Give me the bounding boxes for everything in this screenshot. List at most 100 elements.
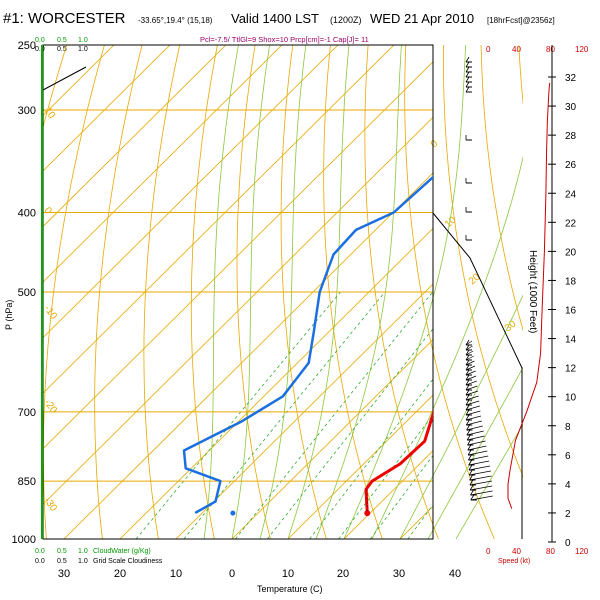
pressure-tick-label: 1000 [12,534,36,546]
wind-barb [465,66,470,73]
dry-adiabat-line [364,45,439,539]
wind-barb [465,350,474,356]
temperature-axis-label: Temperature (C) [257,584,323,594]
pressure-axis: 250 300 400 500 700 850 1000 [12,40,36,546]
height-axis-label: Height (1000 Feet) [527,250,538,333]
wind-barb [467,435,485,441]
dry-adiabat-line [280,45,327,539]
wind-barb [469,470,491,476]
dry-adiabat-line [236,45,271,539]
dry-adiabat-label: 0 [429,138,441,150]
speed-tick-top-2: 80 [546,45,555,54]
speed-tick-top-3: 120 [575,45,589,54]
speed-tick-bottom-1: 40 [512,547,521,556]
wind-barb [465,86,470,93]
station-title: #1: WORCESTER [3,10,126,27]
wind-barb [468,465,491,471]
mixing-ratio-line [407,504,433,539]
wind-barb [469,484,474,491]
speed-tick-bottom-0: 0 [486,547,491,556]
wind-barb [469,480,492,486]
grid-cloudiness-label: Grid Scale Cloudiness [93,558,163,565]
wind-barb [465,400,480,406]
cloud-water-label: CloudWater (g/Kg) [93,548,151,555]
wind-barb [465,389,470,396]
wind-barb [466,425,483,431]
isotherm-line [343,450,433,539]
dry-adiabat-line [94,45,143,539]
moist-adiabat-line [231,45,270,539]
speed-axis-label: Speed (kt) [498,558,530,565]
mixing-ratio-label: 6 [262,541,272,550]
temperature-tick-label: 0 [229,568,235,580]
dry-adiabat-line [43,45,105,539]
mixing-ratio-line [309,378,433,539]
wind-barb [467,440,486,446]
temperature-tick-label: 30 [393,568,405,580]
cloud-tick-top-1: 0.5 [57,37,67,44]
wind-barb [465,359,470,366]
cloud-tick-top-0: 0.0 [35,37,45,44]
moist-adiabat-line [371,155,523,539]
moist-adiabat-line [203,45,239,539]
wind-barb [465,399,470,406]
isotherm-line [43,45,227,228]
forecast-run: [18hrFcst]@2356z] [487,16,555,25]
cap-boundary-line [432,212,523,539]
mixing-ratio-label: 4 [230,541,240,550]
dewpoint-line [182,175,433,514]
height-tick-label: 8 [565,422,571,433]
wind-barb [468,460,490,466]
cloud-subtick-top-1: 0.5 [57,46,67,53]
wind-barb [465,404,470,411]
pressure-tick-label: 700 [18,407,36,419]
pressure-tick-label: 300 [18,105,36,117]
cloud-subtick-bottom-2: 1.0 [78,558,88,565]
isotherm-line [43,45,283,283]
moist-adiabat-line [427,366,523,539]
wind-barb [465,339,470,346]
wind-barb [465,56,470,63]
valid-time: Valid 1400 LST [231,11,319,26]
speed-tick-top-1: 40 [512,45,521,54]
height-tick-label: 30 [565,102,577,113]
pressure-axis-label: P (hPa) [4,300,14,330]
height-tick-label: 2 [565,509,571,520]
moist-adiabats [203,45,523,539]
cloud-tick-bottom-0: 0.0 [35,548,45,555]
height-tick-label: 26 [565,160,577,171]
moist-adiabat-line [259,45,307,539]
dry-adiabat-line [404,45,495,539]
wind-barb [465,354,470,361]
height-tick-label: 18 [565,276,577,287]
height-tick-label: 4 [565,480,571,491]
cloud-tick-top-2: 1.0 [78,37,88,44]
wind-barb [465,409,470,416]
speed-tick-bottom-3: 120 [575,547,589,556]
wind-barb [468,450,488,456]
wind-barb [465,340,473,346]
height-tick-label: 12 [565,364,577,375]
wind-barb [468,464,473,471]
mixing-ratio-label: 2 [178,541,188,550]
wind-barbs [465,56,493,501]
pressure-tick-label: 250 [18,40,36,52]
wind-barb [465,410,481,416]
moist-adiabat-line [287,45,350,539]
wind-barb [465,71,470,78]
surface-dewpoint-point [230,510,236,516]
wind-barb [465,344,470,351]
wind-barb [468,454,472,461]
cloud-subtick-top-0: 0.0 [35,46,45,53]
wind-barb [465,369,470,376]
dry-adiabat-line [443,45,523,478]
temperature-tick-label: 10 [170,568,182,580]
wind-speed-profile [507,82,551,509]
wind-barb [465,370,476,376]
cloud-subtick-bottom-1: 0.5 [57,558,67,565]
isotherm-line [287,394,433,539]
moist-adiabat-line [399,294,523,539]
temperature-tick-label: 30 [58,568,70,580]
height-tick-label: 16 [565,306,577,317]
temperature-tick-label: 20 [114,568,126,580]
